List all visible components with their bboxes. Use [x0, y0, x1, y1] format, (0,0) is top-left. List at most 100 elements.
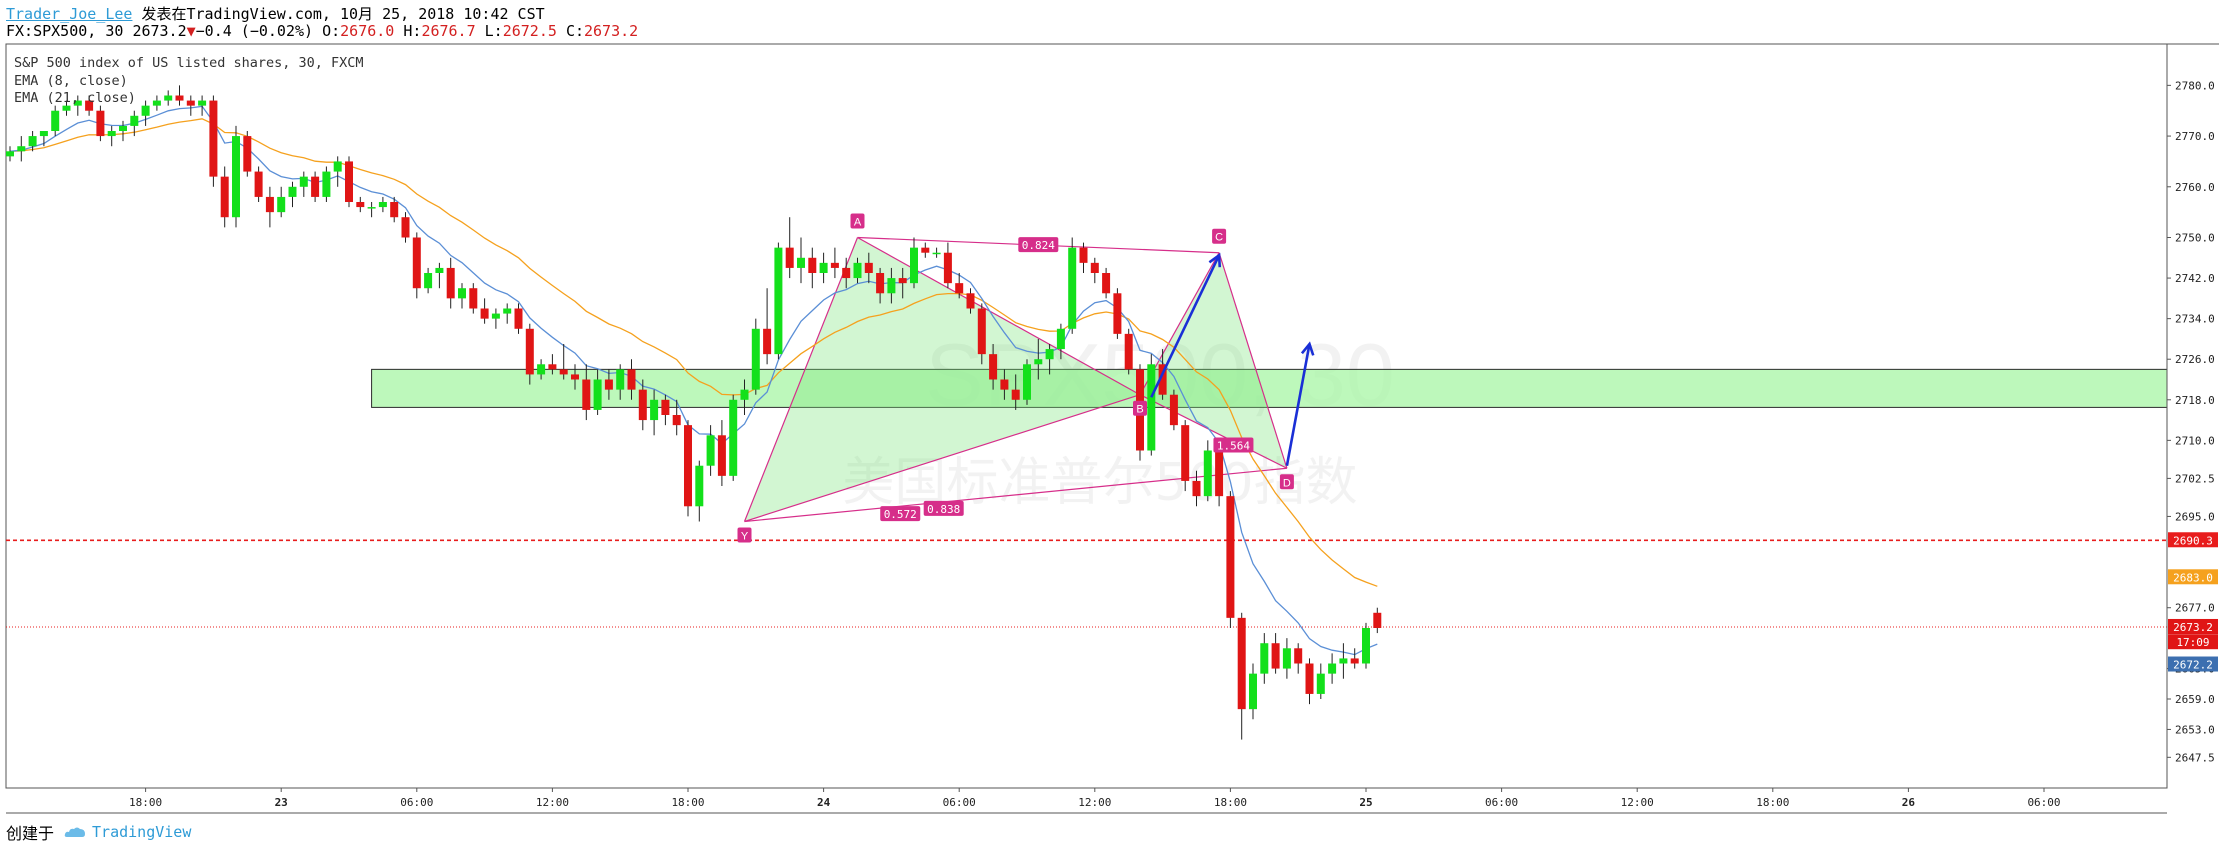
candle-body — [17, 146, 26, 152]
candle-body — [1068, 247, 1077, 329]
blue-arrow-0 — [1150, 254, 1221, 398]
pattern-fill-bcd — [1140, 252, 1287, 469]
candle — [1181, 420, 1190, 492]
candle — [1034, 338, 1043, 380]
candle — [378, 196, 387, 213]
pattern-point-a: A — [854, 217, 862, 229]
ratio-badge-3 — [923, 500, 964, 516]
line-price-label: 2690.3 — [2173, 534, 2213, 547]
candle — [966, 288, 975, 314]
candle — [1068, 237, 1077, 334]
legend-ema8: EMA (8, close) — [14, 73, 128, 89]
candle-body — [390, 202, 399, 218]
tradingview-link[interactable]: TradingView — [64, 823, 191, 841]
candle-body — [717, 435, 726, 476]
candle — [627, 359, 636, 400]
pattern-diag-yb — [744, 394, 1141, 523]
candle-body — [62, 105, 71, 111]
candle — [763, 288, 772, 365]
candle — [932, 247, 941, 258]
x-tick-label: 18:00 — [1214, 796, 1247, 809]
candle-body — [1079, 247, 1088, 263]
candle-body — [1056, 328, 1065, 350]
pattern-point-y-badge — [737, 527, 752, 543]
candle-body — [186, 100, 195, 106]
candle — [175, 85, 184, 106]
y-tick-label: 2742.0 — [2175, 272, 2215, 285]
candle — [1316, 663, 1325, 699]
y-tick-label: 2780.0 — [2175, 79, 2215, 92]
candle-body — [243, 136, 252, 172]
candle — [480, 298, 489, 324]
candle-body — [1090, 262, 1099, 273]
candle-body — [1102, 273, 1111, 294]
author-link[interactable]: Trader_Joe_Lee — [6, 5, 133, 23]
candle — [785, 217, 794, 279]
y-tick-label: 2659.0 — [2175, 693, 2215, 706]
candle — [1294, 643, 1303, 674]
blue-arrow-head-0 — [1208, 252, 1222, 268]
candle — [638, 379, 647, 431]
candle-body — [458, 288, 466, 299]
x-tick-label: 06:00 — [400, 796, 433, 809]
candle-body — [1192, 480, 1201, 497]
candle-body — [593, 379, 602, 410]
y-tick-label: 2734.0 — [2175, 313, 2215, 326]
candle — [1079, 242, 1088, 273]
candle-body — [277, 196, 286, 213]
ratio-label-2: 1.564 — [1217, 439, 1250, 452]
y-tick-label: 2677.0 — [2175, 602, 2215, 615]
candle-body — [638, 389, 647, 421]
candle-body — [141, 105, 150, 116]
publish-line: Trader_Joe_Lee 发表在TradingView.com, 10月 2… — [6, 3, 545, 24]
down-triangle-icon: ▼ — [186, 22, 196, 40]
y-tick-label: 2750.0 — [2175, 232, 2215, 245]
candle — [1271, 633, 1280, 674]
close-label: C: — [565, 22, 584, 40]
candle-body — [1203, 450, 1212, 497]
y-tick-label: 2647.5 — [2175, 751, 2215, 764]
candle-body — [1113, 293, 1122, 334]
candle — [333, 156, 342, 187]
candle — [220, 166, 229, 228]
candle-body — [356, 202, 365, 208]
axis-price-label: 2683.0 — [2173, 571, 2213, 584]
candle-body — [842, 267, 851, 279]
pattern-fill-yab — [744, 237, 1140, 522]
candle-body — [627, 369, 636, 390]
candle — [254, 166, 263, 202]
candle — [367, 202, 376, 218]
candle-body — [1000, 379, 1009, 390]
y-tick-label: 2726.0 — [2175, 353, 2215, 366]
candle — [28, 131, 37, 152]
candle — [446, 257, 455, 309]
candle — [717, 420, 726, 486]
candle — [955, 273, 964, 299]
low-value: 2672.5 — [502, 22, 557, 40]
candle — [1362, 622, 1370, 669]
candle-body — [582, 379, 591, 410]
candle-body — [1328, 663, 1337, 674]
candle-body — [424, 273, 433, 289]
candle — [96, 105, 105, 142]
y-tick-label: 2695.0 — [2175, 510, 2215, 523]
pattern-point-d-badge — [1279, 474, 1294, 490]
created-label: 创建于 — [6, 824, 55, 843]
candle-body — [1373, 612, 1382, 628]
candle — [1113, 288, 1122, 339]
candle — [469, 283, 478, 314]
candle-body — [311, 176, 320, 197]
candle — [706, 425, 715, 476]
candle — [1373, 607, 1382, 634]
axis-price-box — [2168, 569, 2218, 585]
candle-body — [1271, 643, 1280, 669]
candle — [684, 420, 692, 517]
candle-body — [435, 267, 444, 273]
candle — [491, 308, 500, 329]
y-tick-label: 2702.5 — [2175, 472, 2215, 485]
x-tick-label: 12:00 — [536, 796, 569, 809]
pattern-point-b-badge — [1133, 400, 1147, 416]
candle-body — [28, 136, 37, 147]
candle-body — [322, 171, 331, 197]
